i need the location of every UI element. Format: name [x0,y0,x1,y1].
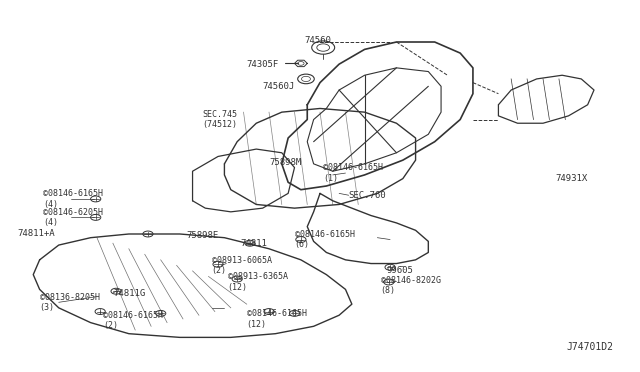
Text: 74811G: 74811G [113,289,145,298]
Text: ©08146-6165H
(2): ©08146-6165H (2) [103,311,163,330]
Text: SEC.760: SEC.760 [349,191,387,200]
Text: 74560: 74560 [304,36,331,45]
Text: ©08913-6065A
(2): ©08913-6065A (2) [212,256,271,275]
Text: 74931X: 74931X [556,174,588,183]
Text: 75898M: 75898M [269,157,301,167]
Text: 99605: 99605 [387,266,414,275]
Text: 75898E: 75898E [186,231,218,240]
Text: ©08136-8205H
(3): ©08136-8205H (3) [40,293,100,312]
Text: ©08146-6165H
(4): ©08146-6165H (4) [43,189,103,209]
Text: ©08913-6365A
(12): ©08913-6365A (12) [228,272,287,292]
Text: 74560J: 74560J [262,82,295,91]
Text: 74305F: 74305F [246,60,279,69]
Text: ©08146-6165H
(12): ©08146-6165H (12) [246,309,307,328]
Text: J74701D2: J74701D2 [566,342,613,352]
Text: 74811: 74811 [241,239,268,248]
Text: ©08146-6165H
(1): ©08146-6165H (1) [323,163,383,183]
Text: ©08146-6205H
(4): ©08146-6205H (4) [43,208,103,227]
Text: SEC.745
(74512): SEC.745 (74512) [202,110,237,129]
Text: 74811+A: 74811+A [17,230,55,238]
Text: ©08146-8202G
(8): ©08146-8202G (8) [381,276,440,295]
Text: ©08146-6165H
(6): ©08146-6165H (6) [294,230,355,249]
